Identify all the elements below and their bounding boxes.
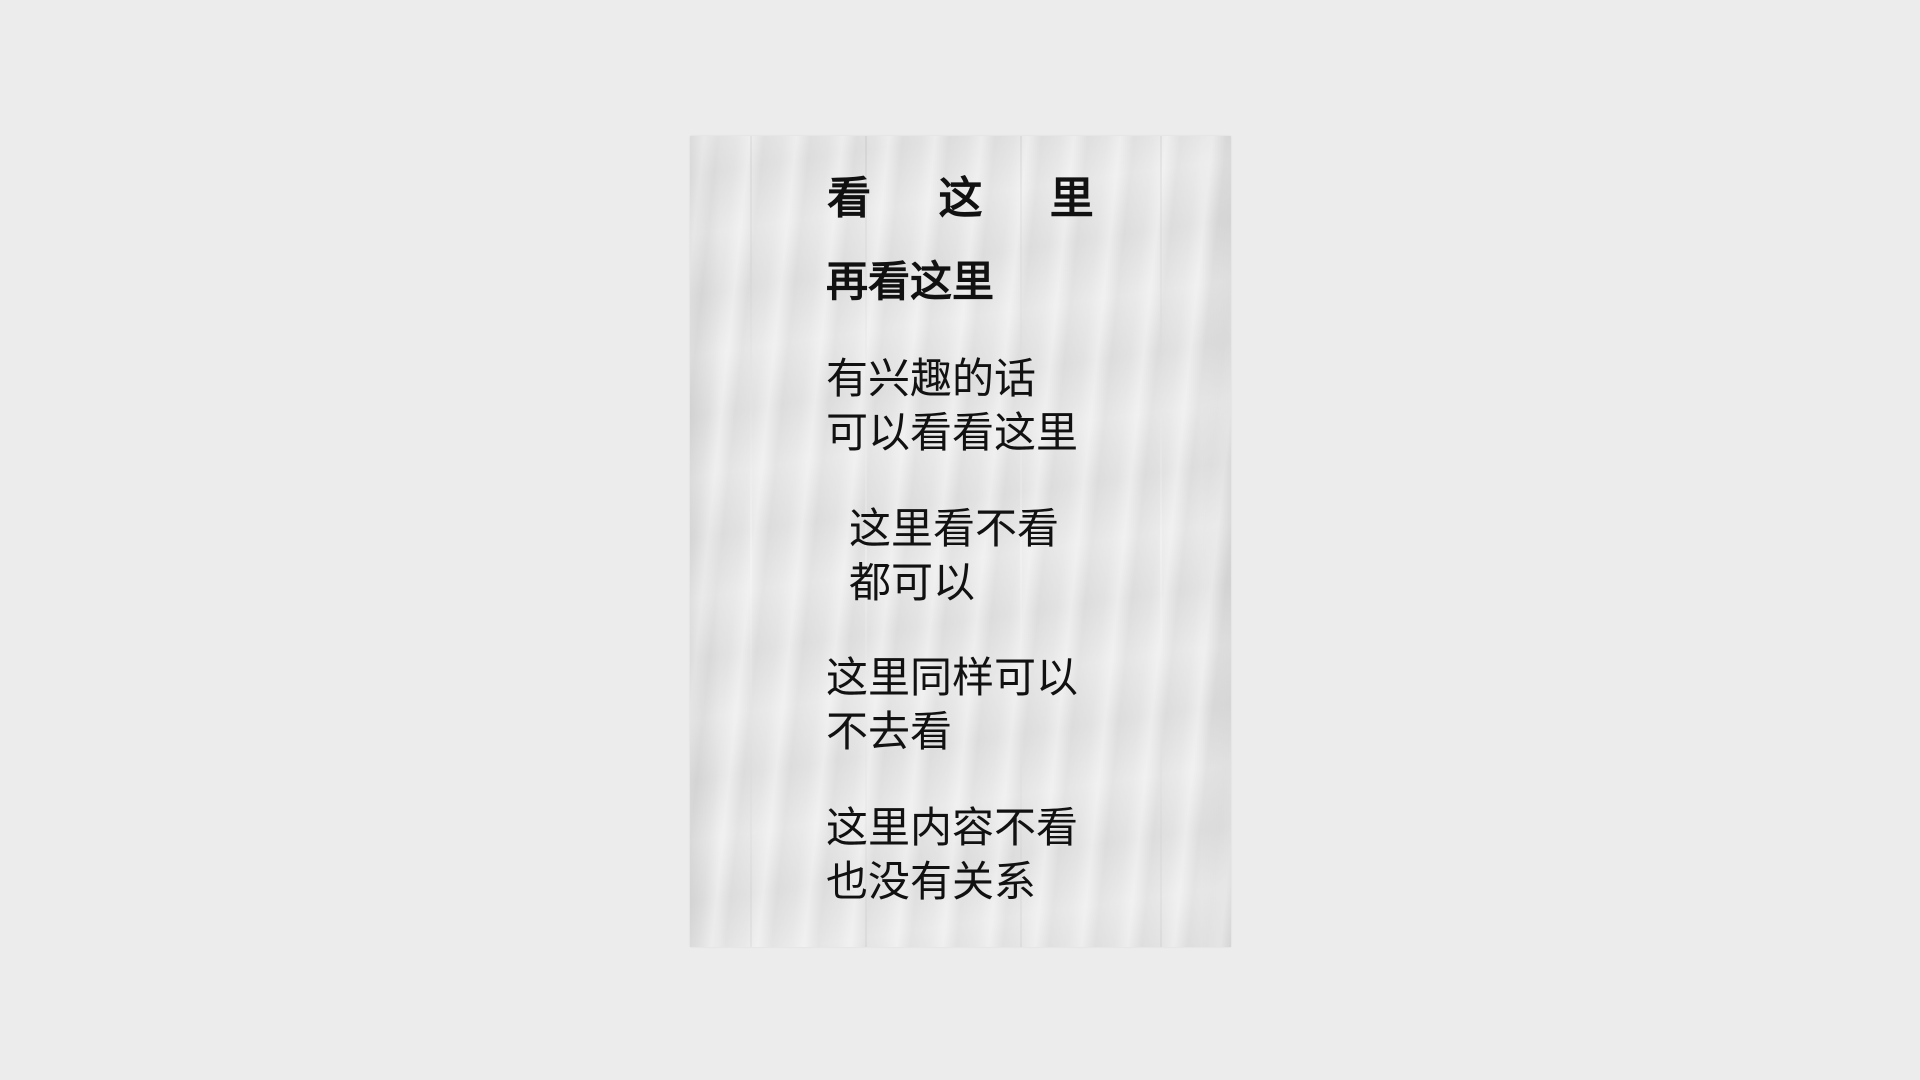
text-block-4: 这里内容不看 也没有关系: [826, 801, 1078, 909]
text-line: 有兴趣的话: [826, 354, 1037, 403]
text-line: 这里同样可以: [826, 653, 1079, 702]
paper-poster: 看 这 里 再看这里 有兴趣的话 可以看看这里 这里看不看 都可以 这里同样可以…: [690, 136, 1231, 947]
text-line: 都可以: [849, 558, 976, 607]
text-line: 这里内容不看: [826, 803, 1079, 852]
text-line: 也没有关系: [826, 857, 1037, 906]
text-block-2: 这里看不看 都可以: [849, 502, 1059, 610]
text-block-3: 这里同样可以 不去看: [826, 651, 1078, 759]
text-line: 这里看不看: [849, 504, 1060, 553]
paper-crease: [865, 136, 867, 947]
poster-title: 看 这 里: [827, 173, 1120, 224]
paper-crease: [1160, 136, 1162, 947]
text-line: 可以看看这里: [826, 408, 1079, 457]
paper-crease: [1020, 136, 1022, 947]
paper-crease: [750, 136, 752, 947]
text-line: 不去看: [826, 707, 953, 756]
text-block-1: 有兴趣的话 可以看看这里: [826, 352, 1078, 460]
poster-subtitle: 再看这里: [826, 257, 995, 306]
